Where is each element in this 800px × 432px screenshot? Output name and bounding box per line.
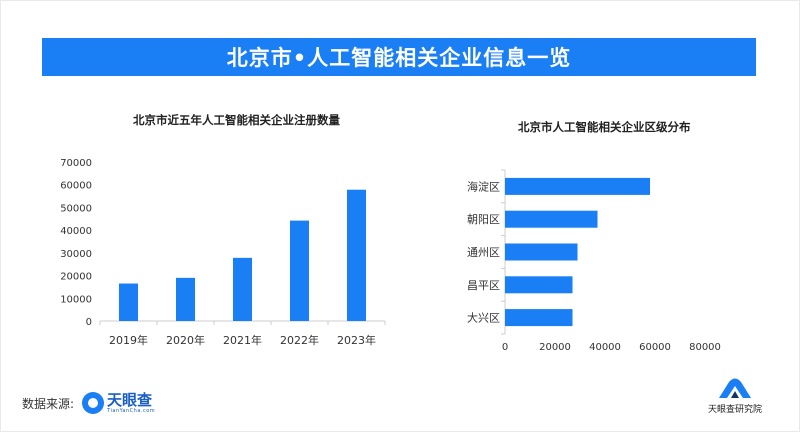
bar-海淀区 [505,177,650,195]
data-source: 数据来源: 天眼查 TianYanCha.com [22,392,155,414]
y-tick-label: 50000 [60,203,92,214]
institute-logo: 天眼查研究院 [700,376,770,415]
y-tick-label: 10000 [60,294,92,305]
y-tick-label: 大兴区 [467,311,500,325]
bar-朝阳区 [505,210,598,228]
tianyancha-logo-icon [82,392,105,414]
y-tick-label: 海淀区 [467,179,500,193]
y-tick-label: 70000 [60,158,92,169]
x-tick-label: 20000 [539,342,571,353]
y-tick-label: 0 [86,317,92,328]
logo-sub: TianYanCha.com [107,407,156,414]
y-tick-label: 通州区 [467,246,500,259]
y-tick-label: 朝阳区 [467,213,500,226]
bar-通州区 [505,243,578,261]
chart-left-title: 北京市近五年人工智能相关企业注册数量 [133,113,340,127]
y-tick-label: 40000 [60,226,92,237]
bar-昌平区 [505,276,573,294]
institute-logo-icon [719,378,751,398]
x-tick-label: 2022年 [280,333,319,347]
bar-大兴区 [505,309,573,327]
tianyancha-logo: 天眼查 TianYanCha.com [82,392,155,414]
data-source-label: 数据来源: [22,396,75,411]
institute-name: 天眼查研究院 [707,405,762,415]
x-tick-label: 2023年 [337,333,376,347]
chart-right-title: 北京市人工智能相关企业区级分布 [518,120,691,134]
logo-name: 天眼查 [107,390,153,409]
x-tick-label: 80000 [689,342,721,353]
chart-yearly-registrations: 0 10000 20000 30000 40000 50000 60000 70000 2019… [60,158,386,347]
page-title-banner: 北京市•人工智能相关企业信息一览 [42,38,756,76]
y-tick-label: 昌平区 [467,279,500,292]
bar-2019年 [119,283,138,321]
bar-2020年 [176,277,195,321]
x-tick-label: 2019年 [109,333,148,347]
page-title: 北京市•人工智能相关企业信息一览 [226,46,572,70]
bar-2023年 [347,189,366,321]
x-tick-label: 0 [502,342,508,353]
x-tick-label: 60000 [639,342,671,353]
bar-2021年 [233,257,252,321]
x-tick-label: 40000 [589,342,621,353]
y-tick-label: 20000 [60,272,92,283]
bar-2022年 [290,220,309,321]
x-tick-label: 2020年 [166,333,205,347]
y-tick-label: 60000 [60,181,92,192]
y-tick-label: 30000 [60,249,92,260]
x-tick-label: 2021年 [223,333,262,347]
